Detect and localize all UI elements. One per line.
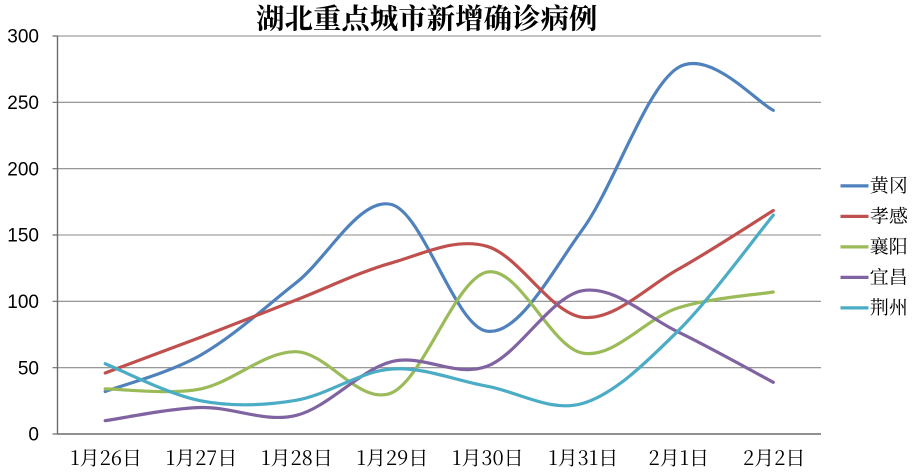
svg-text:0: 0 (28, 425, 39, 446)
svg-text:50: 50 (18, 358, 39, 379)
svg-text:300: 300 (7, 27, 39, 48)
svg-text:250: 250 (7, 93, 39, 114)
svg-text:200: 200 (7, 159, 39, 180)
svg-text:150: 150 (7, 226, 39, 247)
svg-text:100: 100 (7, 292, 39, 313)
